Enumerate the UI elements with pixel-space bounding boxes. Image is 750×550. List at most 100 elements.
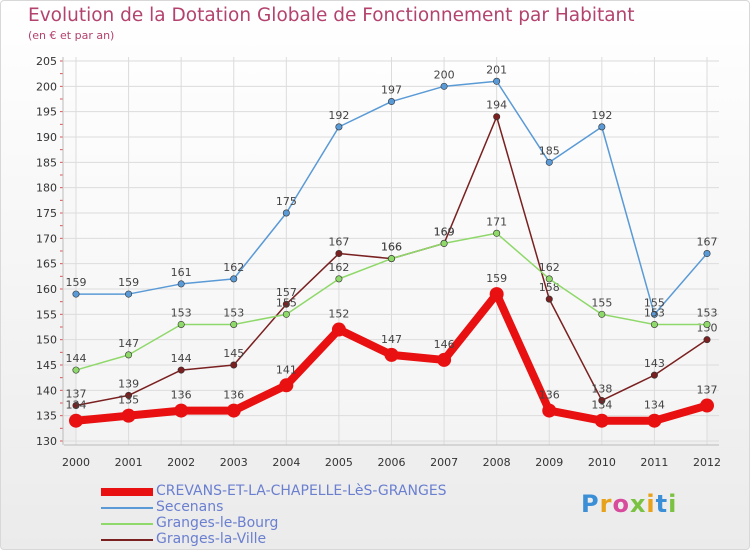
data-label: 153 xyxy=(171,306,192,319)
legend-label: CREVANS-ET-LA-CHAPELLE-LèS-GRANGES xyxy=(156,483,447,499)
data-label: 192 xyxy=(591,109,612,122)
data-label: 157 xyxy=(276,286,297,299)
data-point xyxy=(72,366,80,374)
data-point xyxy=(335,250,343,258)
logo-letter: r xyxy=(599,490,613,518)
x-tick-label: 2006 xyxy=(378,456,406,469)
x-tick-label: 2010 xyxy=(588,456,616,469)
data-point xyxy=(598,310,606,318)
data-point xyxy=(437,352,452,367)
y-tick-label: 185 xyxy=(36,156,57,169)
data-label: 158 xyxy=(539,281,560,294)
data-label: 167 xyxy=(328,236,349,249)
data-point xyxy=(125,391,133,399)
data-label: 197 xyxy=(381,84,402,97)
data-label: 169 xyxy=(434,225,455,238)
data-point xyxy=(387,255,395,263)
y-tick-label: 205 xyxy=(36,55,57,68)
y-tick-label: 130 xyxy=(36,435,57,448)
data-label: 153 xyxy=(644,306,665,319)
logo-letter: t xyxy=(655,490,669,518)
legend-swatch xyxy=(101,507,153,509)
legend-label: Granges-le-Bourg xyxy=(156,515,279,531)
data-point xyxy=(598,123,606,131)
data-point xyxy=(700,398,714,413)
data-point xyxy=(647,413,662,428)
x-tick-label: 2005 xyxy=(325,456,353,469)
x-tick-label: 2008 xyxy=(483,456,511,469)
data-label: 155 xyxy=(276,296,297,309)
data-label: 175 xyxy=(276,195,297,208)
data-point xyxy=(598,396,606,404)
data-point xyxy=(230,275,238,283)
data-point xyxy=(387,98,395,106)
chart-title: Evolution de la Dotation Globale de Fonc… xyxy=(28,5,635,26)
data-point xyxy=(650,320,658,328)
data-point xyxy=(282,209,290,217)
data-label: 155 xyxy=(644,296,665,309)
data-label: 167 xyxy=(697,236,718,249)
data-label: 171 xyxy=(486,215,507,228)
y-tick-label: 195 xyxy=(36,106,57,119)
proxiti-logo: Proxiti xyxy=(581,490,677,518)
data-point xyxy=(489,287,504,302)
data-label: 136 xyxy=(223,389,244,402)
x-tick-label: 2002 xyxy=(167,456,195,469)
data-point xyxy=(545,275,553,283)
data-label: 200 xyxy=(434,68,455,81)
data-point xyxy=(493,229,501,237)
y-tick-label: 160 xyxy=(36,283,57,296)
logo-letter: P xyxy=(581,490,600,518)
data-point xyxy=(69,413,83,428)
data-point xyxy=(174,403,189,418)
y-tick-label: 135 xyxy=(36,410,57,423)
data-label: 138 xyxy=(591,382,612,395)
x-tick-label: 2012 xyxy=(693,456,721,469)
data-label: 153 xyxy=(697,306,718,319)
data-label: 201 xyxy=(486,63,507,76)
data-label: 192 xyxy=(328,109,349,122)
data-point xyxy=(226,403,241,418)
data-point xyxy=(703,336,711,344)
data-point xyxy=(650,310,658,318)
data-label: 185 xyxy=(539,144,560,157)
y-tick-label: 170 xyxy=(36,232,57,245)
logo-letter: o xyxy=(612,490,630,518)
data-label: 162 xyxy=(539,261,560,274)
logo-letter: i xyxy=(668,490,678,518)
legend-swatch xyxy=(101,523,153,525)
y-tick-label: 150 xyxy=(36,334,57,347)
x-tick-label: 2000 xyxy=(62,456,90,469)
data-label: 135 xyxy=(118,394,139,407)
data-point xyxy=(177,366,185,374)
data-point xyxy=(335,123,343,131)
legend-swatch xyxy=(101,539,153,541)
data-label: 144 xyxy=(66,352,87,365)
data-point xyxy=(594,413,609,428)
data-label: 159 xyxy=(66,276,87,289)
y-tick-label: 200 xyxy=(36,80,57,93)
data-label: 147 xyxy=(118,337,139,350)
y-tick-label: 155 xyxy=(36,308,57,321)
x-tick-label: 2003 xyxy=(220,456,248,469)
data-label: 141 xyxy=(276,363,297,376)
data-label: 194 xyxy=(486,99,507,112)
data-label: 155 xyxy=(591,296,612,309)
data-point xyxy=(703,320,711,328)
y-tick-label: 175 xyxy=(36,207,57,220)
legend-label: Granges-la-Ville xyxy=(156,531,267,547)
data-label: 159 xyxy=(118,276,139,289)
x-tick-label: 2009 xyxy=(535,456,563,469)
data-point xyxy=(230,361,238,369)
data-label: 146 xyxy=(434,338,455,351)
data-label: 136 xyxy=(539,389,560,402)
data-point xyxy=(282,300,290,308)
logo-letter: x xyxy=(629,490,647,518)
legend-label: Secenans xyxy=(156,499,224,515)
data-point xyxy=(545,295,553,303)
data-point xyxy=(440,82,448,90)
y-tick-label: 190 xyxy=(36,131,57,144)
data-point xyxy=(545,158,553,166)
data-label: 152 xyxy=(328,308,349,321)
